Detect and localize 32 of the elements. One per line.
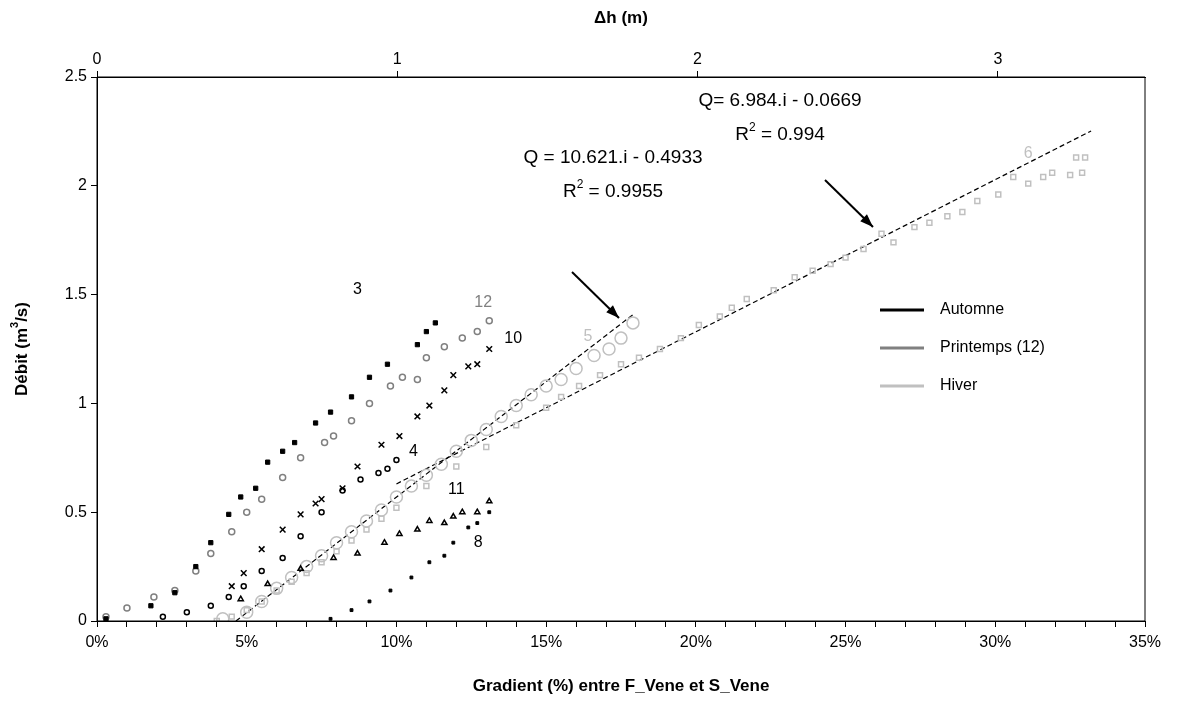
x-axis-title: Gradient (%) entre F_Vene et S_Vene bbox=[472, 675, 770, 695]
series-label: 12 bbox=[474, 293, 493, 311]
y-tick-label: 1.5 bbox=[64, 285, 88, 303]
x2-tick-label: 2 bbox=[693, 49, 703, 67]
legend-label: Printemps (12) bbox=[940, 338, 1045, 356]
text: 4 bbox=[408, 442, 418, 460]
series-label: 11 bbox=[447, 479, 465, 497]
y-axis-title: Débit (m3/s) bbox=[8, 302, 31, 396]
x2-tick-label: 3 bbox=[993, 49, 1003, 67]
x-tick-label: 0% bbox=[85, 633, 109, 651]
y-tick-label: 0.5 bbox=[64, 502, 88, 520]
series-label: 5 bbox=[583, 327, 593, 345]
text: 3 bbox=[352, 280, 362, 298]
legend-label: Automne bbox=[940, 300, 1005, 318]
y-tick-label: 2 bbox=[78, 176, 88, 194]
series-label: 10 bbox=[504, 329, 523, 347]
x-tick-label: 20% bbox=[679, 633, 712, 651]
x2-tick-label: 1 bbox=[392, 49, 402, 67]
x-tick-label: 10% bbox=[380, 633, 413, 651]
y-tick-label: 1 bbox=[78, 393, 88, 411]
series-label: 6 bbox=[1023, 143, 1033, 161]
y-tick-label: 2.5 bbox=[64, 67, 88, 85]
y-tick-label: 0 bbox=[78, 611, 88, 629]
x-tick-label: 15% bbox=[530, 633, 563, 651]
x2-tick-label: 0 bbox=[92, 49, 102, 67]
x-tick-label: 35% bbox=[1128, 633, 1162, 651]
x-tick-label: 25% bbox=[829, 633, 862, 651]
x2-axis-title: Δh (m) bbox=[594, 7, 648, 27]
x-tick-label: 5% bbox=[235, 633, 259, 651]
legend-label: Hiver bbox=[940, 376, 979, 394]
series-label: 8 bbox=[473, 532, 483, 550]
x-tick-label: 30% bbox=[979, 633, 1012, 651]
